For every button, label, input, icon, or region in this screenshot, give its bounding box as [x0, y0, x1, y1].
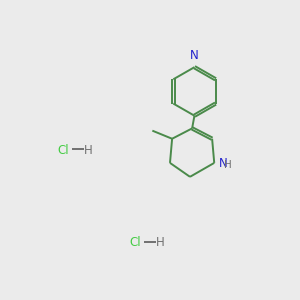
Text: H: H: [156, 236, 165, 249]
Text: N: N: [190, 49, 199, 62]
Text: N: N: [218, 157, 227, 170]
Text: Cl: Cl: [129, 236, 141, 249]
Text: H: H: [224, 160, 232, 170]
Text: H: H: [84, 144, 93, 157]
Text: Cl: Cl: [57, 144, 69, 157]
